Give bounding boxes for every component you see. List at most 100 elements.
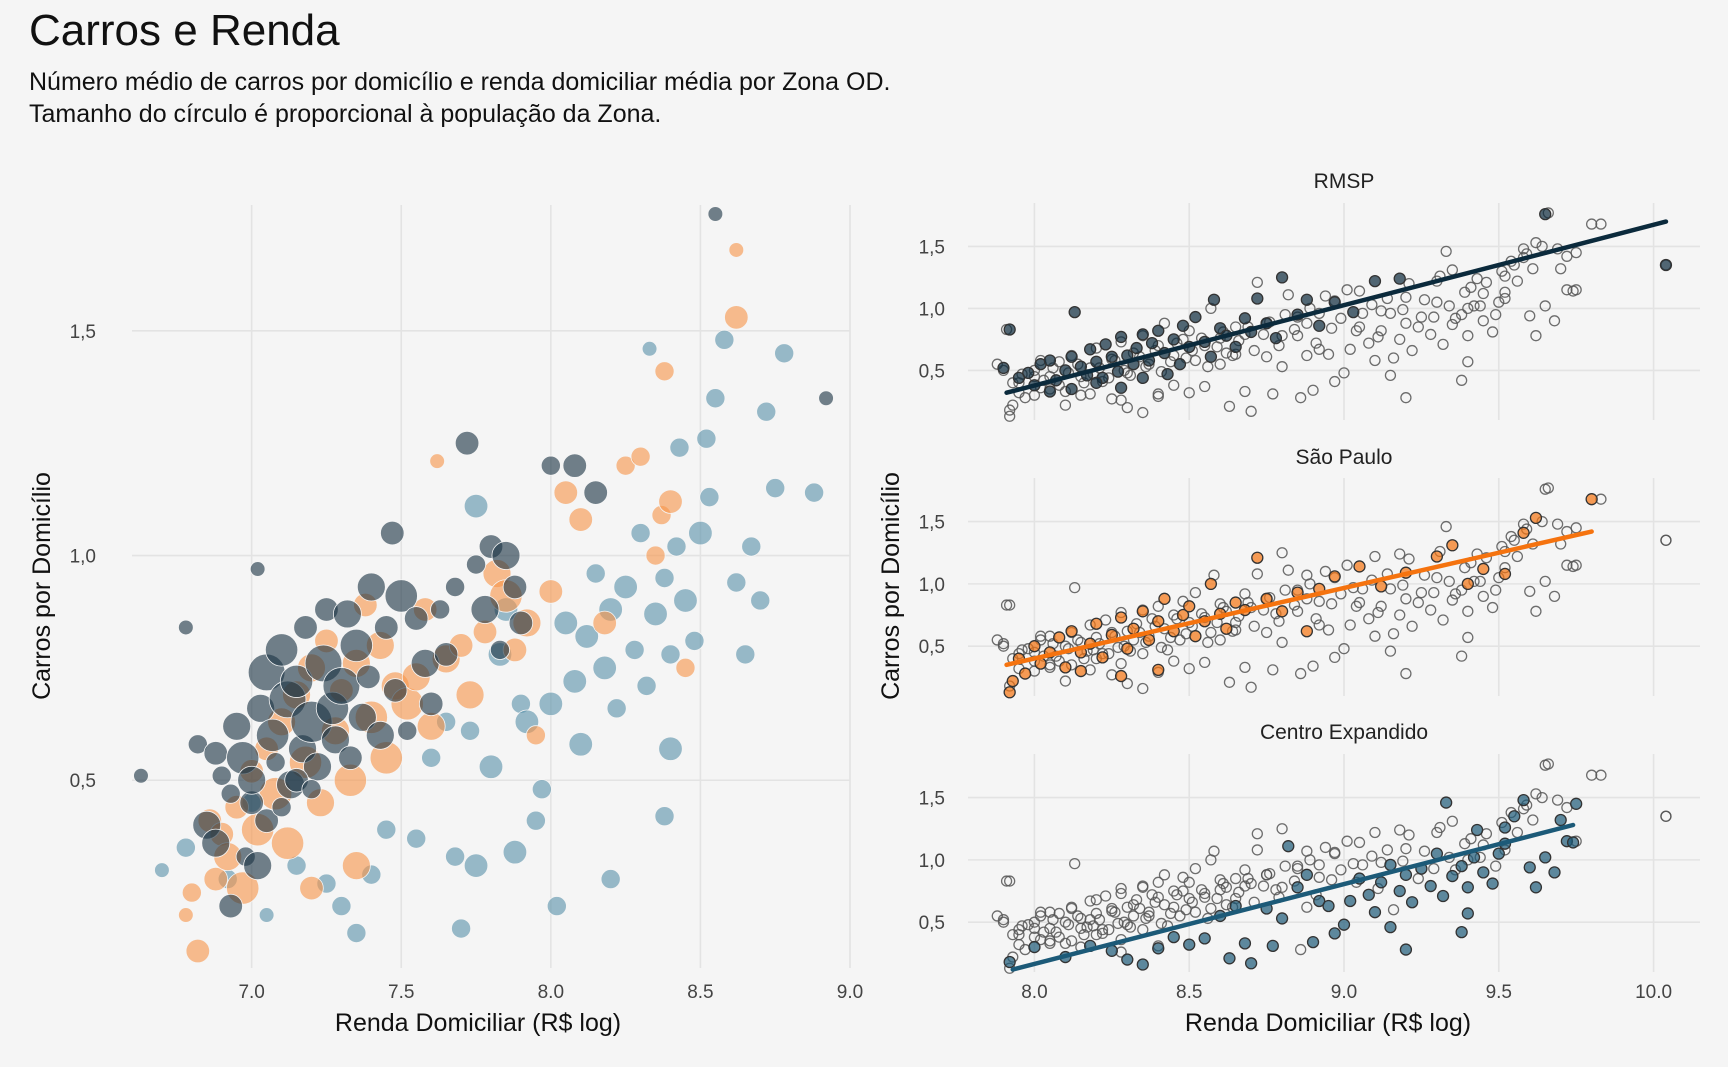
background-point — [1446, 594, 1458, 606]
highlight-point — [1659, 258, 1673, 272]
data-point-rmsp — [338, 745, 363, 770]
data-point-rmsp — [707, 206, 724, 222]
highlight-point — [1251, 551, 1264, 564]
background-point — [1341, 835, 1353, 847]
background-point — [1325, 598, 1338, 610]
background-point — [1375, 325, 1387, 337]
data-point-centro-expandido — [613, 574, 638, 600]
background-point — [997, 640, 1010, 652]
highlight-point — [1306, 935, 1320, 949]
background-point — [1511, 826, 1524, 839]
background-point — [1446, 264, 1458, 276]
data-point-rmsp — [356, 664, 381, 690]
background-point — [1428, 586, 1440, 599]
highlight-point — [1003, 323, 1016, 336]
highlight-point — [1368, 906, 1382, 919]
facet-centro-expandido: Centro Expandido 0,5 1,0 1,5 8.0 8.5 9.0 9.5 10.… — [919, 721, 1700, 1003]
y-tick-label: 1,5 — [70, 322, 96, 343]
background-point — [1313, 619, 1325, 631]
background-point — [1372, 331, 1384, 343]
background-point — [1499, 292, 1511, 305]
background-point — [1325, 874, 1338, 886]
background-point — [1527, 263, 1539, 275]
data-point-rmsp — [279, 664, 314, 698]
background-point — [1103, 923, 1115, 936]
highlight-point — [1207, 293, 1221, 306]
background-point — [1223, 400, 1236, 413]
highlight-point — [1043, 385, 1057, 398]
highlight-point — [1300, 293, 1314, 306]
background-point — [1065, 901, 1078, 913]
background-point — [1137, 682, 1149, 695]
background-point — [1329, 375, 1341, 388]
highlight-point — [1470, 823, 1484, 837]
highlight-point — [1337, 918, 1351, 931]
highlight-point — [1090, 355, 1103, 368]
background-point — [1251, 276, 1263, 289]
highlight-point — [1446, 869, 1459, 883]
background-point — [1561, 559, 1573, 571]
data-point-rmsp — [374, 615, 399, 640]
background-point — [1400, 593, 1412, 605]
data-point-rmsp — [201, 828, 231, 858]
background-point — [1462, 356, 1474, 368]
background-point — [1301, 317, 1313, 329]
background-point — [1183, 876, 1195, 888]
highlight-point — [1275, 271, 1289, 284]
background-point — [1127, 910, 1140, 922]
background-point — [1443, 575, 1455, 588]
background-point — [1248, 344, 1260, 357]
trend-line — [1010, 822, 1576, 972]
highlight-point — [1152, 942, 1165, 955]
background-point — [1189, 354, 1202, 367]
background-point — [1335, 864, 1347, 876]
background-point — [1267, 388, 1279, 400]
highlight-point — [1300, 868, 1314, 881]
data-point-rmsp — [332, 599, 362, 629]
background-point — [1276, 636, 1288, 649]
highlight-point — [1384, 921, 1397, 934]
highlight-point — [1275, 912, 1289, 925]
highlight-point — [1204, 577, 1218, 591]
background-point — [1313, 859, 1325, 871]
background-point — [1406, 620, 1418, 632]
highlight-point — [1176, 319, 1190, 332]
data-point-centro-expandido — [654, 806, 675, 827]
background-point — [1164, 907, 1177, 920]
background-point — [1539, 300, 1551, 312]
background-point — [1431, 296, 1443, 308]
background-point — [1486, 601, 1499, 614]
data-point-sao-paulo — [675, 657, 696, 678]
background-point — [1313, 343, 1325, 355]
highlight-point — [1585, 493, 1598, 506]
data-point-rmsp — [303, 752, 332, 782]
background-point — [991, 910, 1003, 922]
background-point — [1344, 343, 1356, 355]
highlight-point — [1291, 881, 1304, 894]
highlight-point — [1477, 866, 1490, 879]
highlight-point — [1028, 940, 1041, 954]
data-point-rmsp — [265, 752, 286, 773]
background-point — [1143, 910, 1155, 922]
data-point-centro-expandido — [502, 839, 528, 865]
highlight-point — [1065, 350, 1078, 363]
background-point — [1121, 401, 1133, 414]
data-point-sao-paulo — [658, 489, 683, 514]
data-point-centro-expandido — [531, 779, 552, 800]
background-point — [1403, 829, 1415, 841]
data-point-rmsp — [218, 893, 243, 919]
background-point — [1220, 347, 1233, 359]
background-point — [1425, 604, 1437, 616]
data-point-sao-paulo — [630, 446, 651, 467]
data-point-sao-paulo — [615, 455, 636, 476]
background-point — [1400, 291, 1412, 303]
data-point-rmsp — [347, 702, 377, 732]
background-point — [1295, 392, 1307, 404]
background-point — [1267, 664, 1279, 676]
highlight-point — [1121, 642, 1134, 655]
highlight-point — [1523, 861, 1536, 874]
background-point — [1384, 645, 1397, 657]
background-point — [1065, 935, 1078, 947]
highlight-point — [1244, 957, 1258, 970]
